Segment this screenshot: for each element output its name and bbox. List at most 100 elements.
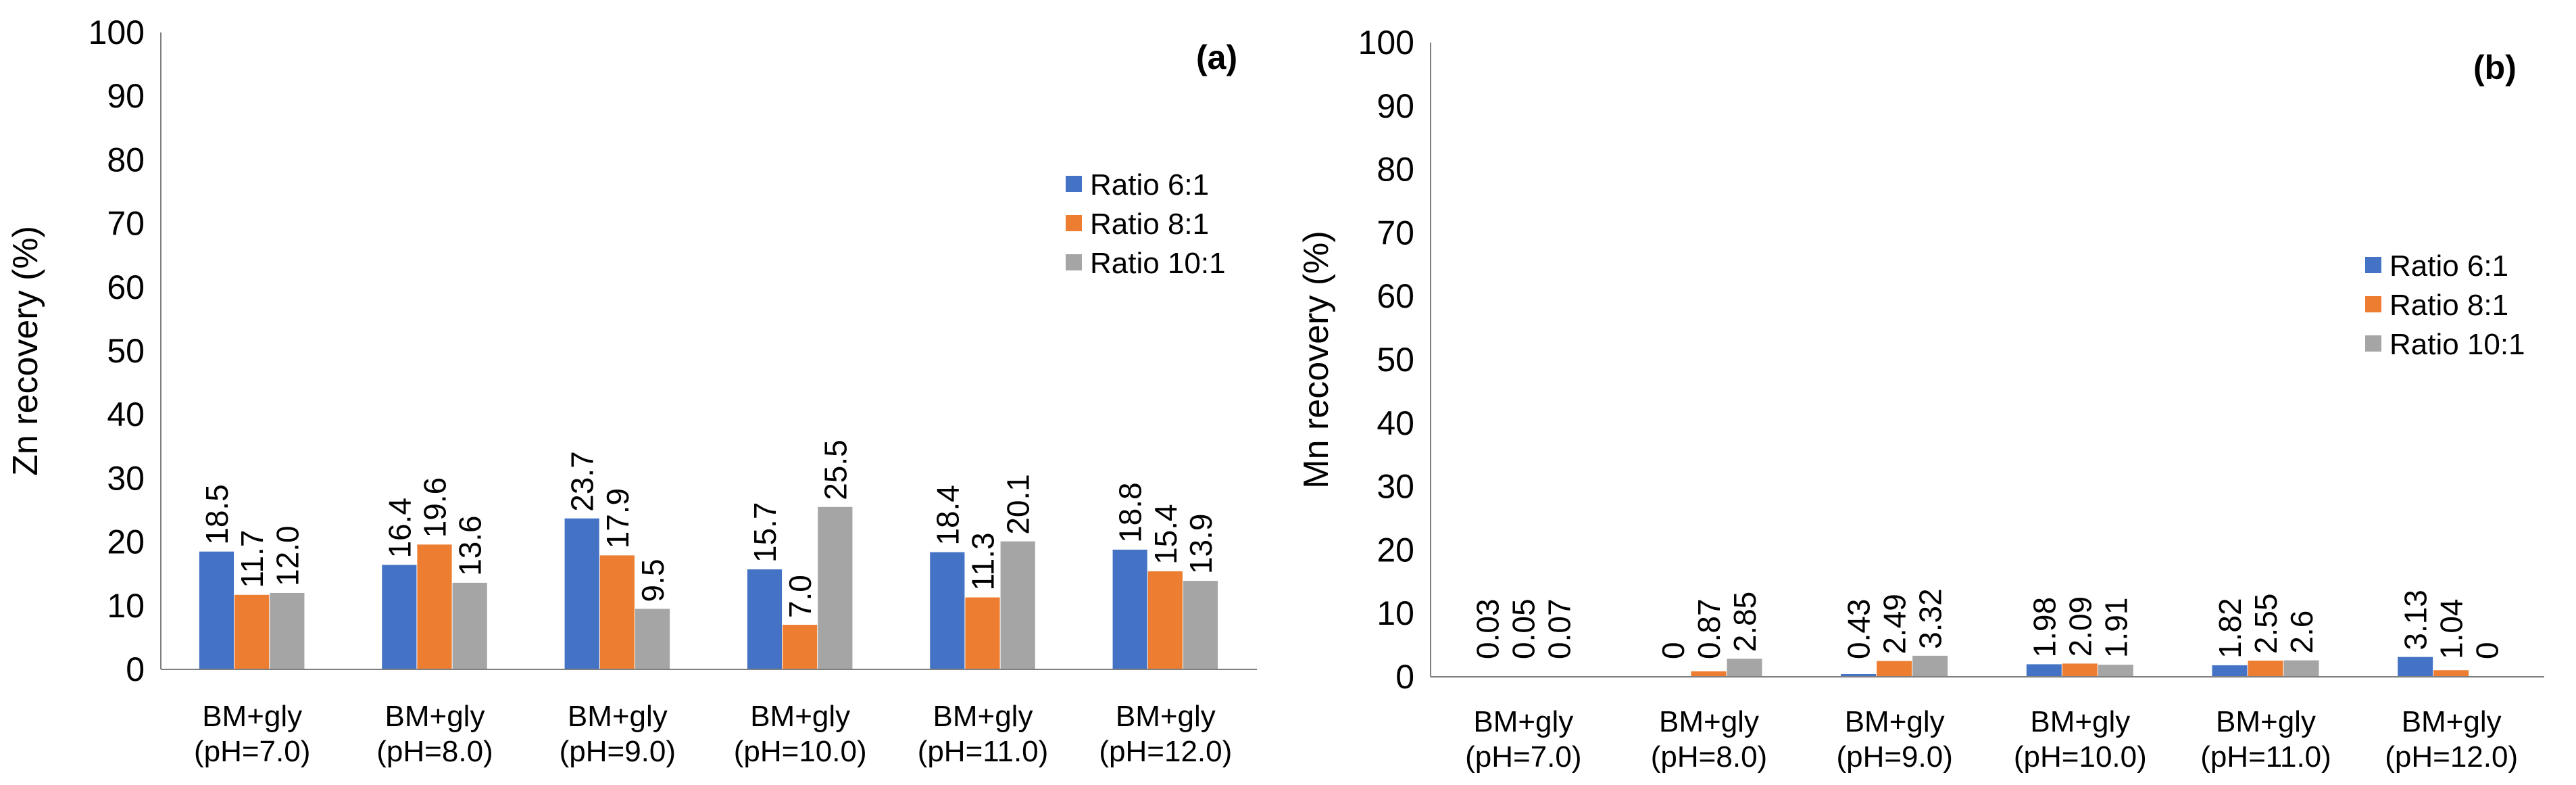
bar	[2026, 664, 2062, 677]
data-label: 17.9	[600, 488, 635, 549]
y-axis-title: Zn recovery (%)	[6, 226, 45, 476]
legend-entry: Ratio 8:1	[1090, 208, 1209, 241]
data-label: 0.43	[1841, 598, 1877, 659]
data-label: 1.98	[2027, 597, 2062, 658]
x-tick-label: BM+gly	[2402, 705, 2502, 738]
bar	[2062, 663, 2098, 677]
legend-swatch	[1066, 176, 1082, 192]
bar	[270, 592, 305, 669]
x-tick-label-sub: (pH=10.0)	[2014, 740, 2147, 774]
x-tick-label-sub: (pH=8.0)	[1651, 740, 1767, 774]
y-tick-label: 90	[1377, 87, 1414, 125]
y-tick-label: 60	[1377, 277, 1414, 315]
x-tick-label-sub: (pH=7.0)	[194, 735, 310, 768]
legend-swatch	[1066, 215, 1082, 231]
data-label: 2.55	[2248, 594, 2283, 655]
data-label: 3.13	[2398, 590, 2433, 650]
bar	[818, 506, 853, 669]
x-tick-label: BM+gly	[933, 700, 1033, 733]
data-label: 2.6	[2284, 611, 2319, 654]
bar	[564, 518, 599, 669]
y-tick-label: 90	[107, 77, 145, 115]
data-label: 2.85	[1727, 592, 1762, 652]
x-tick-label: BM+gly	[2030, 705, 2130, 738]
bar	[1183, 581, 1218, 669]
y-tick-label: 70	[1377, 214, 1414, 252]
legend-swatch	[2365, 296, 2381, 312]
bar	[1112, 549, 1147, 669]
legend-entry: Ratio 6:1	[2389, 249, 2508, 283]
data-label: 18.4	[930, 485, 965, 546]
bar	[1841, 673, 1877, 677]
legend-entry: Ratio 10:1	[2389, 328, 2525, 361]
x-tick-label: BM+gly	[202, 700, 302, 733]
data-label: 18.5	[199, 484, 234, 545]
y-tick-label: 40	[107, 396, 145, 433]
x-tick-label: BM+gly	[1473, 705, 1573, 738]
y-tick-label: 100	[89, 14, 145, 51]
bar	[747, 569, 783, 669]
x-tick-label-sub: (pH=12.0)	[2385, 740, 2518, 774]
data-label: 2.49	[1877, 594, 1912, 655]
bar	[382, 565, 417, 669]
bar	[965, 597, 1000, 669]
legend-swatch	[2365, 335, 2381, 352]
x-tick-label-sub: (pH=9.0)	[1836, 740, 1952, 774]
x-tick-label-sub: (pH=7.0)	[1465, 740, 1581, 774]
bar	[1877, 661, 1912, 677]
bar	[2433, 670, 2469, 677]
data-label: 1.82	[2212, 598, 2248, 659]
x-tick-label-sub: (pH=11.0)	[2200, 740, 2331, 774]
legend-swatch	[2365, 257, 2381, 273]
y-tick-label: 0	[1395, 658, 1414, 696]
data-label: 0.87	[1691, 598, 1727, 659]
data-label: 13.6	[453, 515, 488, 576]
y-tick-label: 10	[1377, 594, 1414, 632]
x-tick-label-sub: (pH=12.0)	[1099, 735, 1232, 768]
data-label: 19.6	[418, 477, 453, 538]
data-label: 16.4	[382, 498, 417, 558]
bar	[2212, 665, 2248, 677]
x-tick-label: BM+gly	[2216, 705, 2316, 738]
legend-entry: Ratio 10:1	[1090, 247, 1226, 280]
data-label: 23.7	[565, 451, 600, 512]
y-tick-label: 50	[1377, 341, 1414, 379]
data-label: 15.7	[747, 502, 783, 563]
y-tick-label: 0	[126, 650, 145, 688]
y-tick-label: 40	[1377, 404, 1414, 442]
data-label: 12.0	[270, 525, 305, 586]
x-tick-label: BM+gly	[1116, 700, 1216, 733]
y-axis-title: Mn recovery (%)	[1297, 231, 1336, 488]
x-tick-label: BM+gly	[750, 700, 850, 733]
bar	[599, 555, 635, 669]
legend-swatch	[1066, 254, 1082, 270]
y-tick-label: 80	[107, 141, 145, 179]
data-label: 0	[1656, 642, 1691, 659]
bar	[930, 552, 965, 669]
bar	[199, 551, 234, 669]
data-label: 3.32	[1913, 588, 1948, 649]
x-tick-label: BM+gly	[568, 700, 668, 733]
bar	[783, 625, 818, 669]
data-label: 0.03	[1470, 598, 1505, 659]
data-label: 1.91	[2098, 598, 2133, 659]
y-tick-label: 30	[1377, 468, 1414, 506]
y-tick-label: 70	[107, 205, 145, 243]
y-tick-label: 20	[1377, 531, 1414, 569]
data-label: 0	[2470, 642, 2505, 659]
data-label: 13.9	[1183, 514, 1218, 575]
y-tick-label: 60	[107, 268, 145, 306]
bar	[1912, 655, 1948, 677]
bar	[234, 594, 270, 669]
bar	[1691, 671, 1727, 677]
y-tick-label: 20	[107, 523, 145, 561]
data-label: 0.07	[1541, 598, 1577, 659]
x-tick-label-sub: (pH=11.0)	[918, 735, 1049, 768]
y-tick-label: 80	[1377, 151, 1414, 189]
x-tick-label: BM+gly	[1845, 705, 1945, 738]
data-label: 20.1	[1001, 474, 1036, 535]
x-tick-label: BM+gly	[1659, 705, 1759, 738]
data-label: 7.0	[783, 575, 818, 618]
zn-recovery-chart: 0 10 20 30 40 50 60 70 80 90 100 Zn recovery (%) (a)…	[6, 14, 1257, 768]
